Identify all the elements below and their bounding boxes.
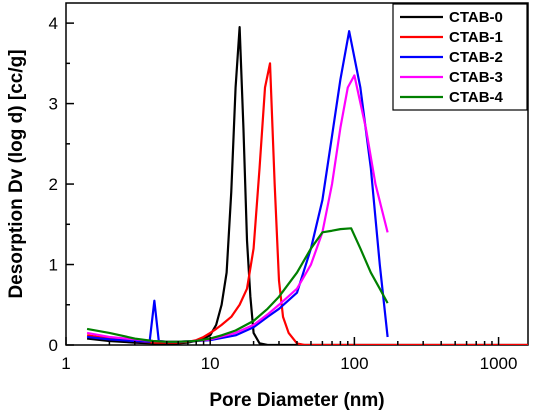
series-line-ctab-4	[86, 227, 389, 343]
legend-label: CTAB-0	[449, 9, 503, 26]
series-line-ctab-3	[86, 74, 389, 343]
y-axis-title: Desorption Dv (log d) [cc/g]	[6, 49, 27, 298]
y-tick-label: 3	[49, 95, 58, 114]
x-tick-label: 100	[340, 354, 368, 373]
x-tick-label: 10	[201, 354, 220, 373]
y-tick-label: 2	[49, 175, 58, 194]
x-axis-title: Pore Diameter (nm)	[209, 390, 384, 411]
legend: CTAB-0 CTAB-1 CTAB-2 CTAB-3 CTAB-4	[392, 3, 528, 111]
y-axis: 0 1 2 3 4	[49, 14, 74, 355]
legend-label: CTAB-3	[449, 69, 503, 86]
y-tick-label: 0	[49, 336, 58, 355]
legend-label: CTAB-2	[449, 49, 503, 66]
x-axis: 1 10 100 1000	[61, 337, 517, 373]
legend-label: CTAB-4	[449, 89, 504, 106]
legend-label: CTAB-1	[449, 29, 503, 46]
series-line-ctab-2	[86, 30, 389, 343]
y-tick-label: 1	[49, 256, 58, 275]
x-tick-label: 1000	[480, 354, 518, 373]
y-tick-label: 4	[49, 14, 58, 33]
x-tick-label: 1	[61, 354, 70, 373]
